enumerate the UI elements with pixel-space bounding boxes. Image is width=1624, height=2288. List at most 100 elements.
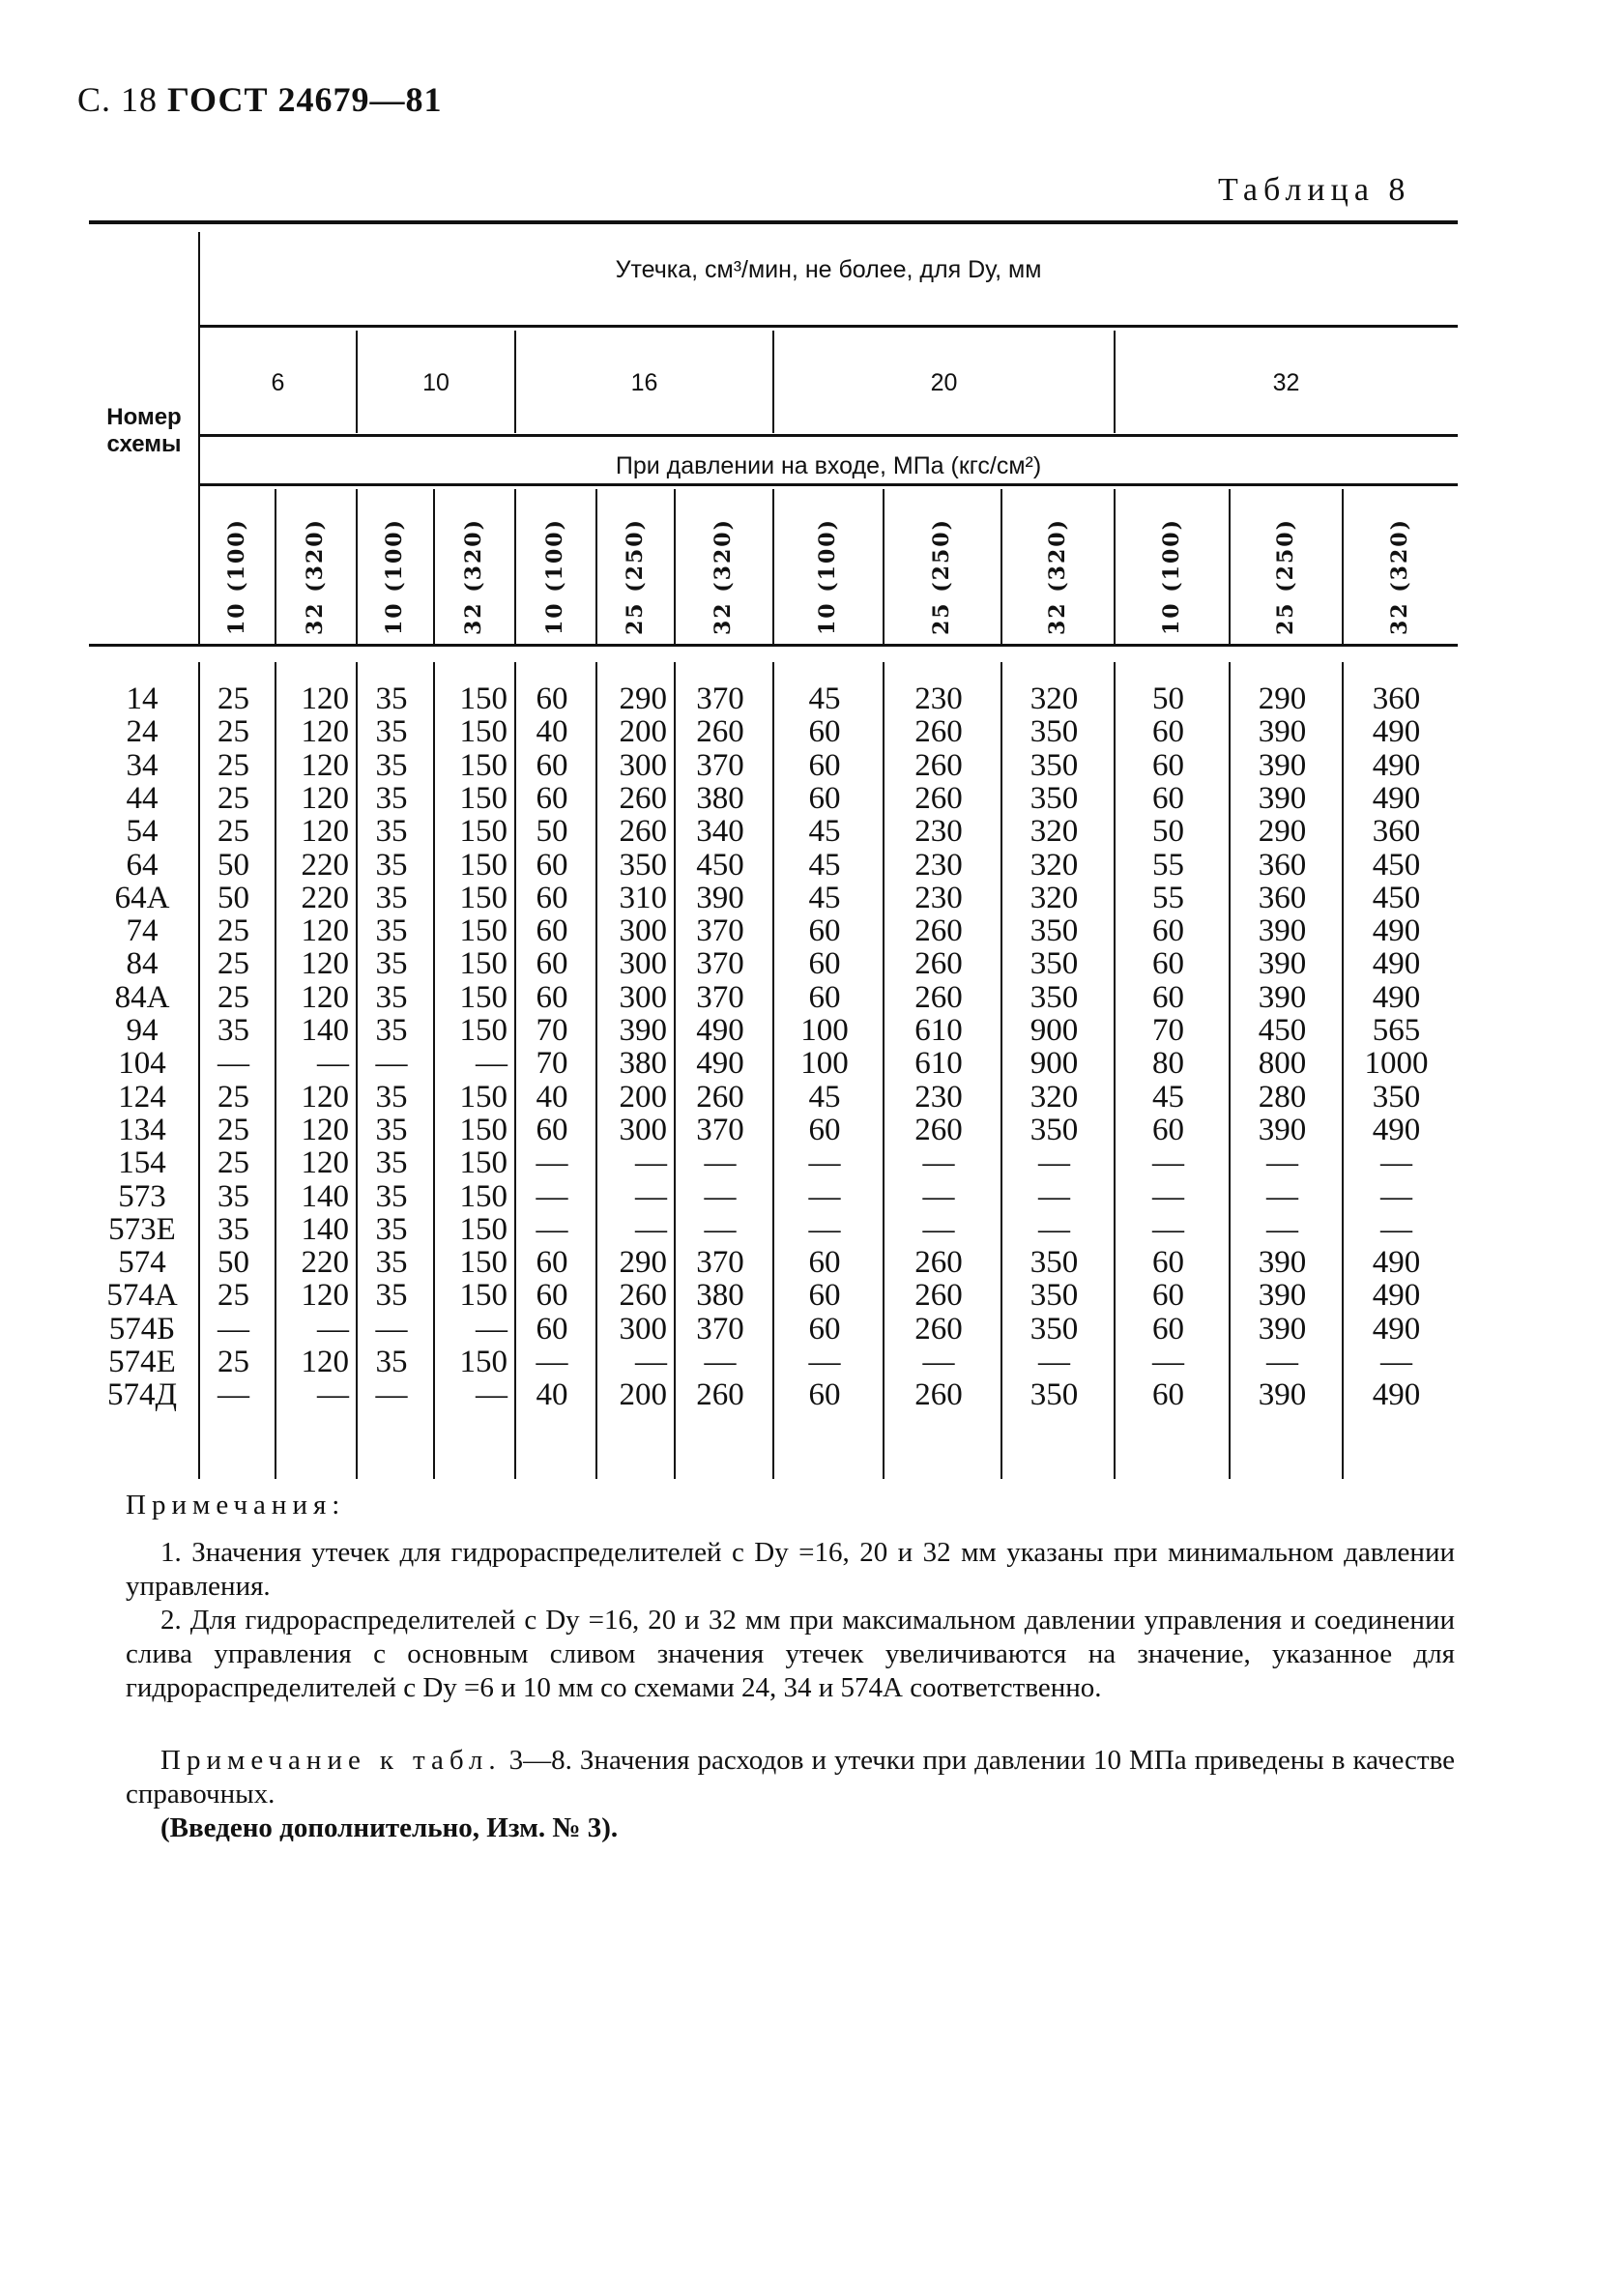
table-cell: 35 — [375, 1211, 408, 1247]
table-cell: 50 — [536, 814, 568, 850]
table-cell: 35 — [375, 747, 408, 783]
table-cell: 140 — [301, 1013, 350, 1048]
column-divider — [275, 662, 276, 1479]
table-cell: 60 — [1152, 714, 1184, 750]
table-cell: 370 — [696, 1112, 744, 1147]
table-cell: 35 — [375, 1278, 408, 1314]
table-cell: — — [1038, 1145, 1070, 1181]
pressure-column-header: 25 (250) — [929, 517, 954, 635]
table-cell: 140 — [301, 1178, 350, 1214]
table-cell: 390 — [1258, 1311, 1307, 1347]
table-cell: 490 — [696, 1046, 744, 1082]
table-cell: 800 — [1258, 1046, 1307, 1082]
table-cell: — — [1266, 1178, 1298, 1214]
table-cell: — — [1152, 1178, 1184, 1214]
table-cell: 300 — [619, 1311, 668, 1347]
table-cell: 150 — [459, 1079, 508, 1115]
column-divider — [772, 662, 774, 1479]
column-divider — [674, 662, 676, 1479]
table-cell: 60 — [808, 1278, 841, 1314]
column-divider — [674, 489, 676, 644]
scheme-number: 94 — [126, 1013, 159, 1048]
table-cell: 350 — [1030, 1311, 1079, 1347]
table-cell: — — [704, 1178, 737, 1214]
table-cell: 320 — [1030, 847, 1079, 883]
table-cell: 60 — [1152, 747, 1184, 783]
table-cell: — — [1266, 1211, 1298, 1247]
scheme-number: 134 — [118, 1112, 166, 1147]
table-cell: 35 — [218, 1178, 249, 1214]
table-cell: 120 — [301, 780, 350, 816]
table-cell: — — [635, 1211, 667, 1247]
column-divider — [1229, 662, 1231, 1479]
table-cell: 350 — [1372, 1079, 1421, 1115]
table-cell: 70 — [536, 1046, 568, 1082]
scheme-number: 64 — [126, 847, 159, 883]
table-cell: 35 — [375, 1345, 408, 1379]
table-cell: 230 — [914, 681, 963, 716]
table-cell: 55 — [1152, 847, 1184, 883]
table-cell: — — [922, 1345, 955, 1379]
table-cell: 220 — [301, 1245, 350, 1281]
table-cell: 380 — [619, 1046, 668, 1082]
table-cell: 490 — [1372, 946, 1421, 982]
dy-value: 16 — [630, 369, 658, 396]
scheme-header-line: Номер — [106, 404, 182, 430]
scheme-number: 84А — [114, 979, 170, 1015]
table-cell: 490 — [1372, 714, 1421, 750]
standard-number: ГОСТ 24679—81 — [167, 80, 443, 119]
table-cell: 230 — [914, 814, 963, 850]
column-divider — [1114, 662, 1116, 1479]
table-cell: 370 — [696, 1245, 744, 1281]
scheme-number: 64А — [114, 880, 170, 915]
table-cell: 370 — [696, 913, 744, 949]
table-cell: 150 — [459, 979, 508, 1015]
table-cell: 150 — [459, 747, 508, 783]
pressure-column-header: 10 (100) — [815, 517, 840, 635]
table-cell: — — [1038, 1178, 1070, 1214]
table-cell: 350 — [1030, 1377, 1079, 1413]
dy-value: 32 — [1272, 369, 1300, 396]
table-cell: 35 — [218, 1211, 249, 1247]
table-cell: 260 — [914, 1112, 963, 1147]
table-cell: — — [922, 1211, 955, 1247]
pressure-column-header: 32 (320) — [1386, 517, 1412, 635]
column-divider — [356, 331, 358, 433]
table-cell: 45 — [1152, 1079, 1184, 1115]
table-cell: 230 — [914, 847, 963, 883]
table-cell: 45 — [808, 1079, 841, 1115]
table-cell: 35 — [375, 946, 408, 982]
table-cell: 60 — [1152, 913, 1184, 949]
table-cell: 490 — [1372, 747, 1421, 783]
table-cell: 60 — [536, 780, 568, 816]
table-cell: 60 — [808, 747, 841, 783]
table-cell: 390 — [619, 1013, 668, 1048]
table-cell: 25 — [218, 1145, 249, 1181]
table-cell: 490 — [1372, 1112, 1421, 1147]
table-cell: 60 — [536, 979, 568, 1015]
table-cell: 35 — [375, 880, 408, 915]
table-cell: 70 — [536, 1013, 568, 1048]
table-cell: 35 — [375, 681, 408, 716]
page-header: С. 18 ГОСТ 24679—81 — [77, 79, 442, 120]
table-cell: 55 — [1152, 880, 1184, 915]
scheme-number: 24 — [126, 714, 159, 750]
table-cell: 60 — [536, 913, 568, 949]
table-cell: 150 — [459, 814, 508, 850]
table-cell: 390 — [1258, 1112, 1307, 1147]
table-cell: 360 — [1258, 880, 1307, 915]
table-cell: 310 — [619, 880, 668, 915]
table-cell: — — [808, 1145, 841, 1181]
header-rule — [199, 325, 1458, 328]
table-cell: 35 — [375, 714, 408, 750]
table-cell: 25 — [218, 714, 249, 750]
leak-header: Утечка, см³/мин, не более, для Dу, мм — [615, 256, 1042, 283]
column-divider — [1114, 331, 1116, 433]
table-cell: 120 — [301, 1145, 350, 1181]
table-cell: 300 — [619, 1112, 668, 1147]
table-cell: 60 — [808, 1377, 841, 1413]
table-cell: 60 — [808, 1311, 841, 1347]
table-cell: — — [1038, 1345, 1070, 1379]
table-cell: 120 — [301, 946, 350, 982]
table-cell: 60 — [536, 1112, 568, 1147]
